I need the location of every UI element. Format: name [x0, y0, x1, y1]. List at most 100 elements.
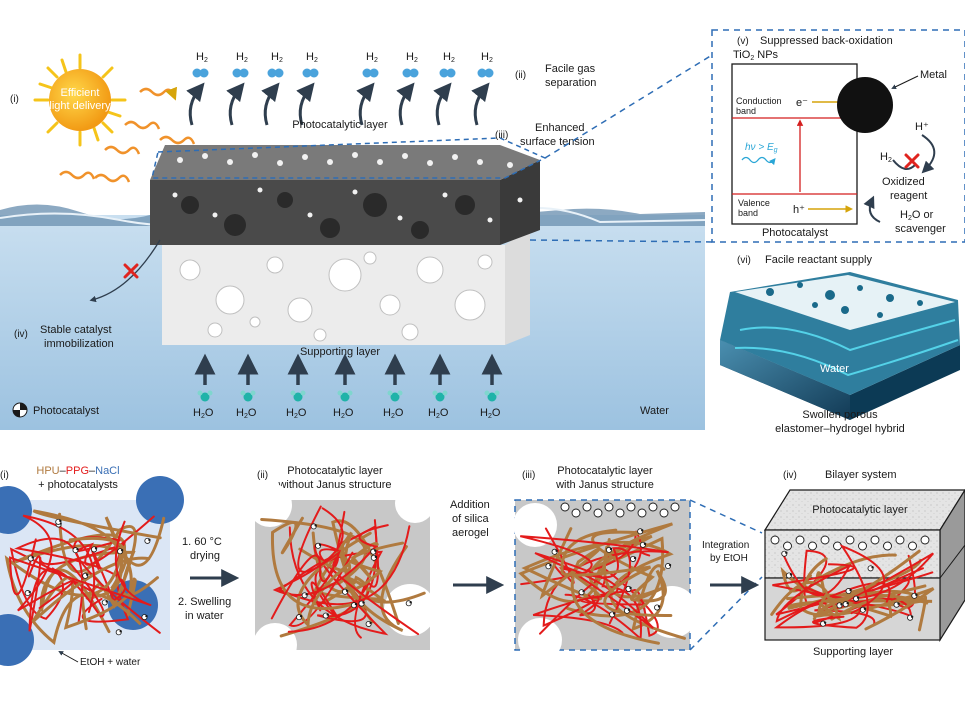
ppg-fiber — [519, 535, 669, 572]
addition-line3: aerogel — [452, 527, 489, 539]
silica-aerogel-particle — [808, 541, 817, 551]
valence-band-line2: band — [738, 208, 758, 218]
scavenger-line1: H2O or — [900, 209, 934, 222]
step-drying-line2: drying — [190, 550, 220, 562]
h2-output-7: H2 — [433, 51, 456, 126]
h2-label: H2 — [481, 51, 493, 64]
hpu-fiber — [560, 528, 673, 617]
silica-aerogel-particle — [795, 535, 805, 545]
hpu-fiber — [591, 530, 666, 602]
h2o-input-1: H2O — [193, 353, 216, 420]
h2-label: H2 — [236, 51, 248, 64]
ii-title-line2: without Janus structure — [277, 479, 391, 491]
silica-aerogel-particle — [858, 541, 867, 551]
hole-label: h⁺ — [793, 204, 805, 216]
inset-v-panel: (v) Suppressed back-oxidation TiO2 NPs C… — [711, 29, 965, 243]
h2-molecule — [302, 68, 312, 78]
h2-molecule — [362, 68, 372, 78]
h2o-input-4: H2O — [333, 353, 356, 420]
h2-label: H2 — [271, 51, 283, 64]
hpu-fiber — [539, 527, 660, 645]
silica-aerogel-particle — [883, 541, 892, 551]
blocked-back-oxidation-icon — [904, 153, 920, 169]
inset-vi-num: (vi) — [737, 255, 751, 266]
silica-aerogel-particle — [770, 535, 780, 545]
silica-aerogel-particle — [895, 535, 905, 545]
label-num-iii: (iii) — [495, 130, 508, 141]
photocatalyst-legend-icon — [12, 402, 28, 418]
h2-molecule — [232, 68, 242, 78]
silica-aerogel-particle — [845, 535, 855, 545]
silica-aerogel-particle — [626, 502, 636, 512]
h2-molecule — [439, 68, 449, 78]
h2o-molecule — [243, 392, 253, 402]
inset-vi-caption-line2: elastomer–hydrogel hybrid — [775, 423, 905, 435]
iii-title-line1: Photocatalytic layer — [557, 465, 653, 477]
hpu-fiber — [4, 550, 142, 646]
silica-aerogel-row — [560, 502, 680, 518]
h2o-molecule — [340, 392, 350, 402]
supporting-layer-block — [162, 228, 530, 345]
h2-formation-arrow — [921, 134, 936, 174]
h2o-label: H2O — [383, 407, 404, 420]
h2-outputs: H2 H2 H2 H2 H2 H2 H2 H2 — [186, 51, 494, 126]
hpu-fiber — [32, 509, 162, 590]
silica-aerogel-particle — [648, 502, 658, 512]
scavenger-line2: scavenger — [895, 223, 946, 235]
ppg-fiber — [27, 555, 105, 632]
inset-v-title: Suppressed back-oxidation — [760, 35, 893, 47]
h2o-input-7: H2O — [480, 353, 503, 420]
step-swelling-line1: 2. Swelling — [178, 596, 231, 608]
bilayer-supporting-label: Supporting layer — [813, 646, 893, 658]
h2o-label: H2O — [333, 407, 354, 420]
h2o-label: H2O — [236, 407, 257, 420]
conduction-band-line1: Conduction — [736, 96, 782, 106]
h2o-molecule — [487, 392, 497, 402]
band-diagram-caption: Photocatalyst — [762, 227, 828, 239]
h2-rise-arrow — [261, 82, 280, 126]
metal-label: Metal — [920, 69, 947, 81]
step-swelling-line2: in water — [185, 610, 224, 622]
metal-particle — [837, 77, 893, 133]
ppg-fiber — [17, 514, 96, 614]
h2-rise-arrow — [226, 82, 245, 126]
inset-vi-water-label: Water — [820, 363, 849, 375]
band-diagram-box — [731, 63, 858, 225]
polymer-fibers-iv — [770, 544, 935, 632]
h2o-input-2: H2O — [236, 353, 259, 420]
polymer-fibers-i — [4, 509, 166, 646]
back-oxidation-arrow — [892, 159, 916, 170]
h2-label: H2 — [406, 51, 418, 64]
h2-rise-arrow — [356, 82, 375, 126]
silica-aerogel-particle — [870, 535, 880, 545]
inset-vi-panel: (vi) Facile reactant supply Water Swolle… — [720, 254, 960, 435]
h2o-label: H2O — [480, 407, 501, 420]
h2o-molecule — [200, 392, 210, 402]
ppg-fiber — [9, 520, 152, 607]
photon-energy-label: hν > Eg — [745, 142, 778, 154]
silica-aerogel-row-iv — [770, 535, 930, 551]
oxidized-reagent-line1: Oxidized — [882, 176, 925, 188]
polymer-fibers-iii — [518, 522, 686, 645]
iii-title-line2: with Janus structure — [555, 479, 654, 491]
h2o-input-3: H2O — [286, 353, 309, 420]
h2o-molecule — [293, 392, 303, 402]
ppg-fiber — [773, 601, 870, 629]
h2-rise-arrow — [296, 82, 315, 126]
h2-output-3: H2 — [261, 51, 284, 126]
sun-label-line2: light delivery — [49, 100, 111, 112]
immobilization-arrow — [89, 239, 161, 303]
bottom-num-ii: (ii) — [257, 470, 268, 481]
pores-iii — [513, 503, 698, 662]
h2-rise-arrow — [471, 82, 490, 126]
hpu-fiber — [271, 516, 354, 610]
silica-aerogel-particle — [833, 541, 842, 551]
h2-output-1: H2 — [186, 51, 209, 126]
valence-band-line1: Valence — [738, 198, 770, 208]
sun-icon — [33, 53, 127, 147]
water-label: Water — [640, 405, 669, 417]
silica-aerogel-particle — [820, 535, 830, 545]
scavenger-arrow — [863, 195, 881, 223]
h2o-label: H2O — [428, 407, 449, 420]
label-num-ii: (ii) — [515, 70, 526, 81]
